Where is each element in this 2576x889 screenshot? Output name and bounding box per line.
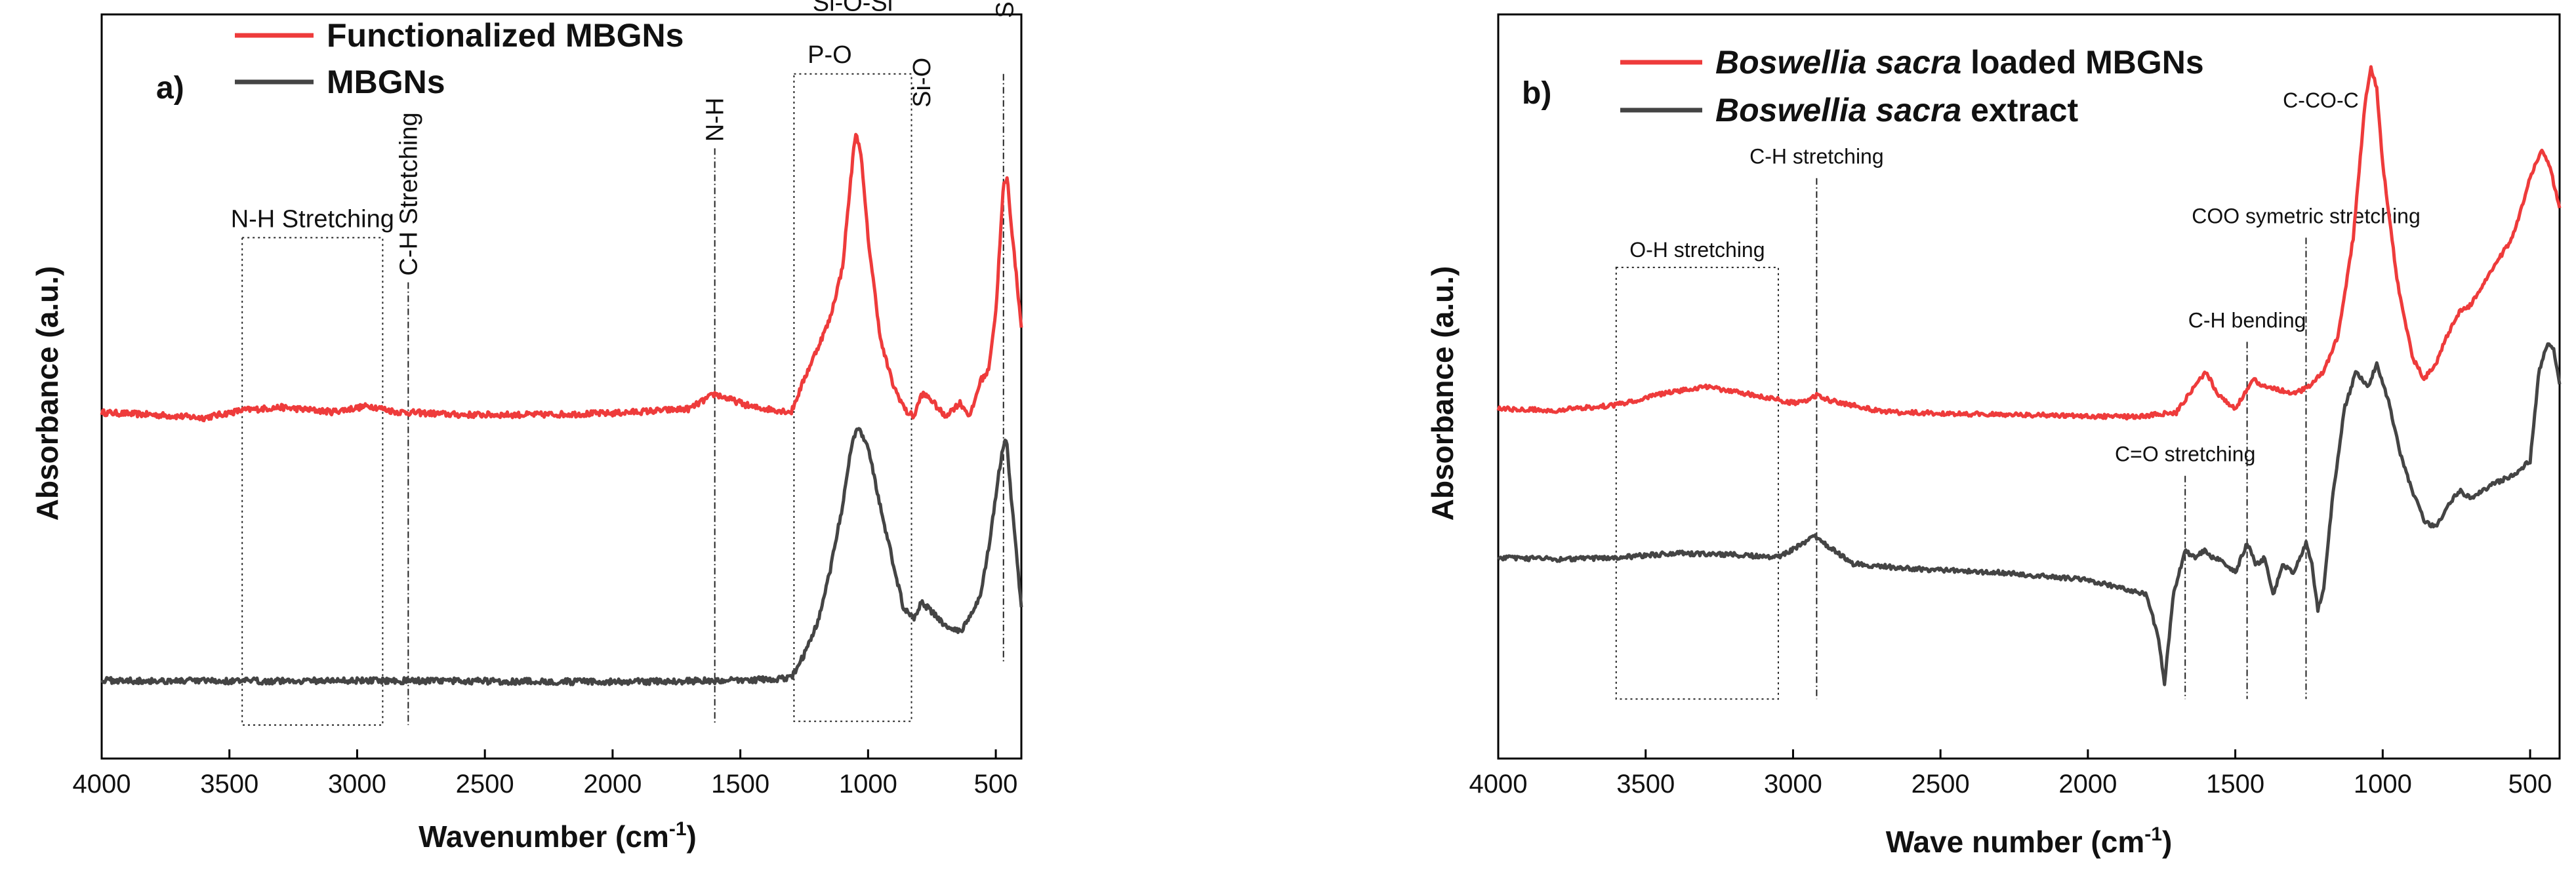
- x-tick-label: 500: [974, 770, 1018, 799]
- x-axis-ticks: 4000 3500 3000 2500 2000 1500 1000 500: [1469, 749, 2552, 799]
- x-axis-title-superscript: -1: [669, 818, 687, 840]
- x-tick-label: 1500: [2206, 770, 2264, 799]
- annotation-label: O-H stretching: [1629, 238, 1765, 262]
- x-tick-label: 2000: [2058, 770, 2117, 799]
- annotation-label: N-H Stretching: [231, 206, 394, 233]
- legend-label-extract: Boswellia sacra extract: [1715, 92, 2078, 128]
- legend: Boswellia sacra loaded MBGNs Boswellia s…: [1620, 44, 2204, 128]
- peak-label: Si-O-Si: [813, 0, 893, 16]
- series-layer: [1496, 65, 2562, 686]
- annotation-layer: N-H Stretching C-H Stretching N-H Si-O-Si P-…: [231, 0, 1019, 726]
- legend-label-extract-species: Boswellia sacra: [1715, 92, 1961, 128]
- annotation-box: [793, 73, 912, 722]
- annotation-box: [1615, 266, 1779, 700]
- annotation-label: COO symetric stretching: [2192, 205, 2421, 228]
- x-tick-label: 3500: [1616, 770, 1675, 799]
- x-axis-title: Wave number (cm-1): [1886, 823, 2173, 859]
- x-axis-title-superscript: -1: [2144, 823, 2162, 845]
- annotation-label: C-H Stretching: [395, 112, 422, 275]
- annotation-box: [241, 237, 384, 726]
- x-tick-label: 1500: [711, 770, 769, 799]
- y-axis-title: Absorbance (a.u.): [1425, 266, 1460, 521]
- x-tick-label: 1000: [839, 770, 897, 799]
- peak-label: Si-O: [909, 58, 936, 108]
- x-tick-label: 3000: [1764, 770, 1822, 799]
- x-tick-label: 3000: [328, 770, 386, 799]
- series-layer: [100, 132, 1023, 686]
- legend-label-functionalized: Functionalized MBGNs: [327, 17, 684, 54]
- annotation-label: N-H: [702, 98, 729, 142]
- peak-label: P-O: [808, 41, 852, 69]
- x-tick-label: 2500: [1912, 770, 1970, 799]
- chart-panel-a: N-H Stretching C-H Stretching N-H Si-O-Si P-…: [30, 0, 1023, 854]
- x-axis-title-main: Wave number (cm: [1886, 825, 2145, 859]
- legend-label-loaded: Boswellia sacra loaded MBGNs: [1715, 44, 2204, 81]
- x-axis-title-main: Wavenumber (cm: [419, 820, 669, 854]
- legend-label-extract-rest: extract: [1961, 92, 2078, 128]
- x-axis-title-close: ): [687, 820, 697, 854]
- peak-label: C-CO-C: [2283, 89, 2359, 112]
- x-axis-ticks: 4000 3500 3000 2500 2000 1500 1000 500: [73, 749, 1018, 799]
- x-tick-label: 1000: [2354, 770, 2412, 799]
- x-tick-label: 2000: [583, 770, 642, 799]
- x-tick-label: 4000: [73, 770, 131, 799]
- legend: Functionalized MBGNs MBGNs: [235, 17, 684, 100]
- x-axis-title: Wavenumber (cm-1): [419, 818, 697, 854]
- x-tick-label: 3500: [200, 770, 258, 799]
- panel-label: a): [156, 71, 184, 106]
- panel-label: b): [1522, 76, 1551, 111]
- annotation-label: C-H bending: [2188, 308, 2306, 332]
- annotation-layer: O-H stretching C-H stretching C=O stretchi…: [1615, 89, 2421, 700]
- peak-label: Si-O: [992, 0, 1019, 18]
- x-tick-label: 2500: [456, 770, 514, 799]
- series-line: [1497, 342, 2562, 686]
- x-axis-title-close: ): [2162, 825, 2172, 859]
- x-tick-label: 4000: [1469, 770, 1528, 799]
- x-tick-label: 500: [2508, 770, 2552, 799]
- plot-area-frame: [1497, 13, 2561, 760]
- legend-label-loaded-rest: loaded MBGNs: [1961, 44, 2203, 81]
- plot-area-frame: [100, 13, 1023, 760]
- series-line: [1496, 65, 2562, 421]
- series-line: [100, 427, 1023, 686]
- y-axis-title: Absorbance (a.u.): [30, 266, 64, 521]
- annotation-label: C-H stretching: [1749, 145, 1884, 168]
- legend-label-loaded-species: Boswellia sacra: [1715, 44, 1961, 81]
- legend-label-mbgns: MBGNs: [327, 64, 445, 100]
- series-line: [100, 132, 1023, 423]
- annotation-label: C=O stretching: [2115, 443, 2255, 466]
- chart-panel-b: O-H stretching C-H stretching C=O stretchi…: [1425, 13, 2562, 859]
